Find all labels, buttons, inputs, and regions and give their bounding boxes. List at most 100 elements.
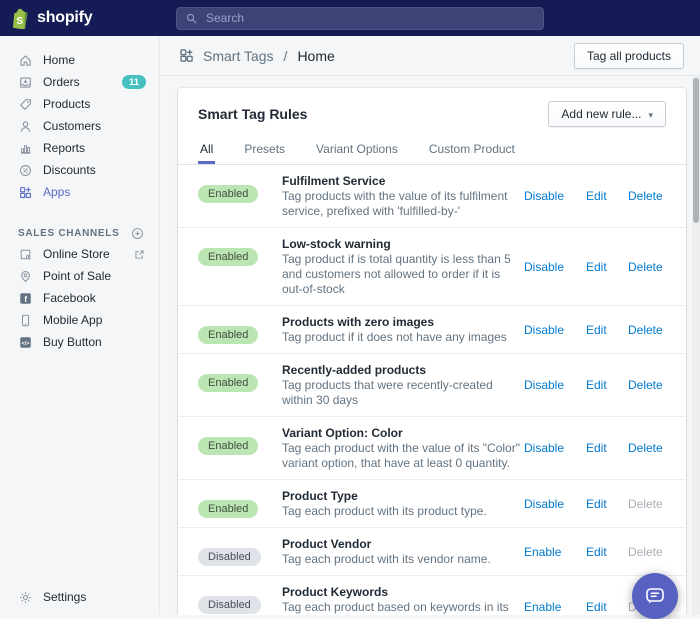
disable-link[interactable]: Disable: [524, 496, 565, 511]
sidebar-item-point-of-sale[interactable]: Point of Sale: [0, 265, 159, 287]
apps-grid-icon: [178, 47, 195, 64]
rules-tabs: All Presets Variant Options Custom Produ…: [178, 136, 686, 165]
rule-description: Tag each product with its vendor name.: [282, 552, 491, 566]
enable-link[interactable]: Enable: [524, 544, 562, 559]
sidebar-item-orders[interactable]: Orders 11: [0, 71, 159, 93]
disable-link[interactable]: Disable: [524, 259, 565, 274]
search-box[interactable]: [176, 6, 544, 30]
shopify-logo[interactable]: S shopify: [0, 8, 160, 29]
delete-link[interactable]: Delete: [628, 189, 663, 203]
topbar: S shopify: [0, 0, 700, 36]
chat-fab-button[interactable]: [632, 573, 678, 619]
search-icon: [186, 13, 197, 23]
rule-description: Tag products with the value of its fulfi…: [282, 189, 508, 218]
sidebar-item-buy-button[interactable]: </> Buy Button: [0, 331, 159, 353]
delete-link[interactable]: Delete: [628, 441, 663, 455]
status-badge: Enabled: [198, 437, 259, 455]
status-badge: Disabled: [198, 596, 261, 614]
edit-link[interactable]: Edit: [586, 259, 607, 274]
scrollbar-thumb[interactable]: [693, 78, 699, 223]
delete-link: Delete: [628, 544, 663, 559]
edit-link[interactable]: Edit: [586, 496, 607, 511]
rule-title: Low-stock warning: [282, 237, 391, 251]
bar-chart-icon: [18, 141, 33, 156]
code-button-icon: </>: [18, 335, 33, 350]
delete-link[interactable]: Delete: [628, 378, 663, 392]
rule-row: Enabled Low-stock warning Tag product if…: [178, 228, 686, 306]
tab-all[interactable]: All: [198, 136, 215, 164]
sidebar: Home Orders 11 Products Customers Report…: [0, 36, 160, 615]
sidebar-item-home[interactable]: Home: [0, 49, 159, 71]
brand-wordmark: shopify: [37, 9, 93, 26]
svg-text:f: f: [24, 293, 27, 303]
rule-title: Fulfilment Service: [282, 174, 386, 188]
rule-row: Disabled Product Keywords Tag each produ…: [178, 576, 686, 615]
sidebar-item-label: Reports: [43, 141, 86, 155]
sidebar-item-label: Point of Sale: [43, 269, 112, 283]
sidebar-item-label: Facebook: [43, 291, 96, 305]
add-new-rule-button[interactable]: Add new rule... ▾: [548, 101, 666, 127]
rule-description: Tag product if is total quantity is less…: [282, 252, 511, 296]
location-pin-icon: [18, 269, 33, 284]
edit-link[interactable]: Edit: [586, 600, 607, 614]
sidebar-item-settings[interactable]: Settings: [0, 586, 159, 608]
rule-title: Product Vendor: [282, 537, 372, 551]
disable-link[interactable]: Disable: [524, 378, 565, 392]
sidebar-item-reports[interactable]: Reports: [0, 137, 159, 159]
rule-row: Enabled Product Type Tag each product wi…: [178, 480, 686, 528]
sidebar-item-label: Online Store: [43, 247, 110, 261]
tag-icon: [18, 97, 33, 112]
sidebar-item-products[interactable]: Products: [0, 93, 159, 115]
status-badge: Enabled: [198, 185, 259, 203]
sidebar-item-label: Customers: [43, 119, 102, 133]
sidebar-item-online-store[interactable]: Online Store: [0, 243, 159, 265]
edit-link[interactable]: Edit: [586, 441, 607, 455]
search-input[interactable]: [204, 10, 535, 26]
breadcrumb-app-name[interactable]: Smart Tags: [203, 47, 274, 64]
rule-title: Product Keywords: [282, 585, 389, 599]
sidebar-item-customers[interactable]: Customers: [0, 115, 159, 137]
delete-link[interactable]: Delete: [628, 322, 663, 337]
edit-link[interactable]: Edit: [586, 378, 607, 392]
facebook-icon: f: [18, 291, 33, 306]
tab-variant-options[interactable]: Variant Options: [316, 142, 398, 156]
edit-link[interactable]: Edit: [586, 189, 607, 203]
home-icon: [18, 53, 33, 68]
rule-description: Tag each product with its product type.: [282, 504, 487, 518]
tag-all-products-button[interactable]: Tag all products: [573, 42, 684, 69]
rule-title: Recently-added products: [282, 363, 427, 377]
disable-link[interactable]: Disable: [524, 189, 565, 203]
sidebar-item-label: Settings: [43, 590, 87, 604]
rule-description: Tag each product with the value of its "…: [282, 441, 520, 470]
person-icon: [18, 119, 33, 134]
sidebar-item-discounts[interactable]: Discounts: [0, 159, 159, 181]
rule-row: Disabled Product Vendor Tag each product…: [178, 528, 686, 576]
status-badge: Disabled: [198, 548, 261, 566]
rule-row: Enabled Variant Option: Color Tag each p…: [178, 417, 686, 480]
rule-title: Product Type: [282, 489, 358, 503]
delete-link[interactable]: Delete: [628, 259, 663, 274]
breadcrumb: Smart Tags / Home: [178, 47, 335, 64]
rule-description: Tag product if it does not have any imag…: [282, 330, 507, 344]
card-title: Smart Tag Rules: [198, 106, 308, 122]
edit-link[interactable]: Edit: [586, 544, 607, 559]
sidebar-item-apps[interactable]: Apps: [0, 181, 159, 203]
rule-row: Enabled Fulfilment Service Tag products …: [178, 165, 686, 228]
external-link-icon[interactable]: [133, 248, 146, 261]
edit-link[interactable]: Edit: [586, 322, 607, 337]
rule-description: Tag each product based on keywords in it…: [282, 600, 509, 614]
sidebar-item-facebook[interactable]: f Facebook: [0, 287, 159, 309]
tab-custom-product[interactable]: Custom Product: [428, 142, 515, 156]
enable-link[interactable]: Enable: [524, 600, 562, 614]
tab-presets[interactable]: Presets: [244, 142, 286, 156]
rule-title: Products with zero images: [282, 315, 435, 329]
rule-row: Enabled Recently-added products Tag prod…: [178, 354, 686, 417]
orders-icon: [18, 75, 33, 90]
sidebar-item-mobile-app[interactable]: Mobile App: [0, 309, 159, 331]
sidebar-item-label: Home: [43, 53, 76, 67]
disable-link[interactable]: Disable: [524, 441, 565, 455]
add-channel-icon[interactable]: [130, 226, 145, 241]
disable-link[interactable]: Disable: [524, 322, 565, 337]
rule-title: Variant Option: Color: [282, 426, 403, 440]
breadcrumb-current-page: Home: [297, 47, 335, 64]
